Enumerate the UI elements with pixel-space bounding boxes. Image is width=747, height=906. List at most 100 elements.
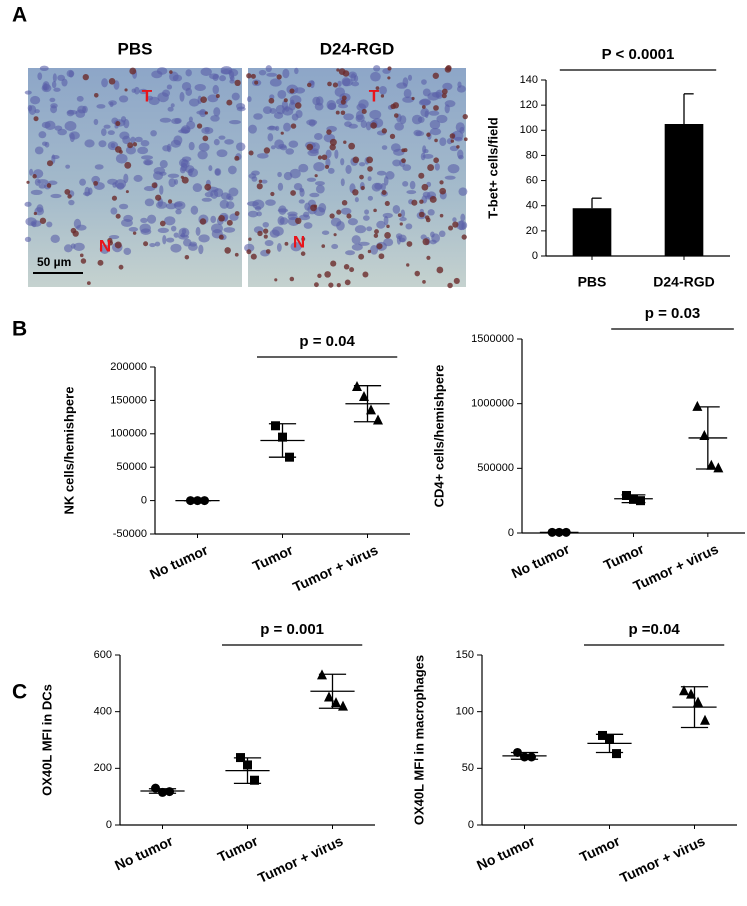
stained-cell bbox=[378, 253, 385, 260]
stained-cell bbox=[248, 237, 252, 241]
nucleus bbox=[294, 87, 306, 94]
nucleus bbox=[229, 70, 235, 80]
stained-cell bbox=[204, 111, 208, 115]
nucleus bbox=[360, 120, 367, 129]
stained-cell bbox=[234, 211, 240, 216]
nucleus bbox=[313, 162, 325, 172]
x-tick-label: D24-RGD bbox=[653, 274, 714, 290]
data-point bbox=[158, 787, 167, 797]
nucleus bbox=[288, 140, 299, 148]
data-point bbox=[554, 527, 564, 537]
nucleus bbox=[38, 131, 47, 139]
nucleus bbox=[170, 103, 175, 108]
nucleus bbox=[200, 67, 212, 76]
stained-cell bbox=[26, 180, 30, 184]
nucleus bbox=[28, 105, 37, 116]
nucleus bbox=[306, 119, 318, 126]
y-tick-label: 1000000 bbox=[471, 398, 514, 410]
stained-cell bbox=[439, 187, 447, 195]
nucleus bbox=[420, 152, 426, 161]
nucleus bbox=[75, 109, 86, 118]
stained-cell bbox=[340, 99, 346, 105]
nucleus bbox=[190, 205, 199, 215]
data-point bbox=[706, 459, 717, 470]
stained-cell bbox=[234, 79, 241, 87]
nucleus bbox=[131, 88, 137, 93]
nucleus bbox=[174, 117, 182, 124]
nucleus bbox=[394, 122, 404, 131]
stained-cell bbox=[46, 160, 54, 167]
stained-cell bbox=[276, 74, 282, 80]
stained-cell bbox=[343, 264, 350, 270]
stained-cell bbox=[429, 195, 437, 203]
nucleus bbox=[348, 123, 358, 129]
nucleus bbox=[91, 175, 100, 184]
nucleus bbox=[309, 192, 320, 198]
nucleus bbox=[337, 80, 342, 87]
nucleus bbox=[337, 103, 349, 109]
data-point bbox=[271, 421, 280, 431]
nucleus bbox=[198, 142, 210, 152]
nucleus bbox=[392, 204, 401, 214]
nucleus bbox=[247, 96, 252, 103]
stained-cell bbox=[314, 174, 318, 178]
stained-cell bbox=[283, 98, 288, 103]
nucleus bbox=[299, 188, 305, 197]
nucleus bbox=[213, 107, 221, 117]
nucleus bbox=[107, 130, 115, 136]
nucleus bbox=[68, 70, 74, 78]
stained-cell bbox=[289, 88, 295, 94]
nucleus bbox=[36, 204, 44, 213]
nucleus bbox=[270, 145, 276, 150]
stained-cell bbox=[218, 234, 224, 240]
nucleus bbox=[157, 92, 169, 103]
nucleus bbox=[167, 106, 174, 112]
stained-cell bbox=[169, 70, 173, 74]
x-tick-label: No tumor bbox=[112, 832, 176, 873]
data-point bbox=[713, 462, 724, 473]
x-tick-label: No tumor bbox=[509, 540, 573, 581]
nucleus bbox=[216, 149, 228, 158]
nucleus bbox=[178, 158, 189, 167]
nucleus bbox=[179, 91, 185, 102]
nucleus bbox=[399, 237, 406, 243]
y-tick-label: 150 bbox=[456, 649, 474, 661]
nucleus bbox=[198, 244, 204, 255]
nucleus bbox=[428, 110, 440, 116]
stained-cell bbox=[114, 241, 122, 249]
data-point bbox=[373, 414, 383, 425]
nucleus bbox=[76, 95, 84, 102]
nucleus bbox=[144, 198, 155, 207]
nucleus bbox=[128, 227, 139, 232]
stained-cell bbox=[343, 140, 347, 144]
y-tick-label: 50 bbox=[462, 762, 474, 774]
nucleus bbox=[68, 131, 80, 140]
nucleus bbox=[39, 65, 49, 71]
nucleus bbox=[299, 214, 311, 221]
y-axis-label: CD4+ cells/hemishpere bbox=[431, 365, 446, 508]
stained-cell bbox=[215, 94, 220, 98]
stained-cell bbox=[321, 154, 328, 161]
x-tick-label: Tumor bbox=[601, 540, 647, 573]
nucleus bbox=[403, 88, 412, 99]
stained-cell bbox=[449, 133, 456, 139]
nucleus bbox=[411, 114, 423, 125]
nucleus bbox=[53, 87, 61, 92]
data-point bbox=[699, 430, 710, 440]
nucleus bbox=[37, 72, 43, 81]
data-point bbox=[278, 432, 287, 442]
x-tick-label: No tumor bbox=[474, 832, 538, 873]
x-tick-label: Tumor + virus bbox=[617, 832, 707, 885]
nucleus bbox=[196, 110, 208, 115]
y-tick-label: 0 bbox=[532, 250, 538, 262]
nucleus bbox=[351, 243, 363, 251]
data-point bbox=[366, 404, 376, 415]
nucleus bbox=[345, 250, 356, 256]
nucleus bbox=[115, 153, 128, 164]
stained-cell bbox=[336, 68, 340, 72]
x-tick-label: Tumor + virus bbox=[290, 541, 380, 594]
y-tick-label: -50000 bbox=[113, 528, 147, 540]
stained-cell bbox=[341, 200, 348, 206]
nucleus bbox=[236, 142, 246, 151]
stained-cell bbox=[341, 95, 347, 101]
